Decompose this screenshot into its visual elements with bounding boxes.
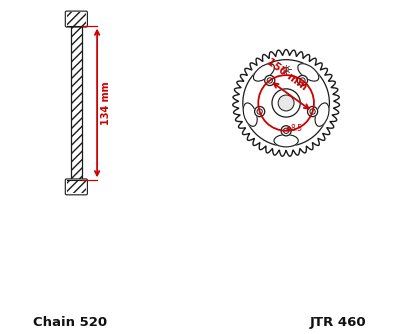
Circle shape bbox=[297, 75, 308, 86]
Circle shape bbox=[284, 67, 288, 71]
FancyBboxPatch shape bbox=[65, 11, 87, 27]
Ellipse shape bbox=[298, 64, 319, 81]
Ellipse shape bbox=[315, 103, 329, 126]
Circle shape bbox=[300, 78, 305, 83]
Circle shape bbox=[272, 89, 300, 117]
Circle shape bbox=[278, 95, 294, 111]
Ellipse shape bbox=[243, 103, 257, 126]
Circle shape bbox=[265, 75, 275, 86]
Circle shape bbox=[281, 126, 291, 136]
Circle shape bbox=[284, 128, 289, 134]
Circle shape bbox=[254, 107, 265, 117]
Circle shape bbox=[267, 78, 272, 83]
Circle shape bbox=[243, 60, 329, 146]
Bar bbox=[67, 12, 86, 26]
Circle shape bbox=[308, 107, 318, 117]
Circle shape bbox=[257, 109, 262, 114]
Circle shape bbox=[310, 109, 315, 114]
Ellipse shape bbox=[274, 135, 298, 147]
Polygon shape bbox=[233, 49, 340, 156]
FancyBboxPatch shape bbox=[65, 179, 87, 195]
Text: JTR 460: JTR 460 bbox=[310, 316, 367, 329]
Bar bbox=[71, 26, 82, 180]
Ellipse shape bbox=[254, 64, 274, 81]
Text: Chain 520: Chain 520 bbox=[33, 316, 108, 329]
Bar bbox=[71, 26, 82, 180]
Bar bbox=[67, 180, 86, 193]
Text: 8.5: 8.5 bbox=[290, 124, 302, 133]
Text: 134 mm: 134 mm bbox=[101, 81, 111, 125]
Text: 150 mm: 150 mm bbox=[265, 57, 309, 93]
